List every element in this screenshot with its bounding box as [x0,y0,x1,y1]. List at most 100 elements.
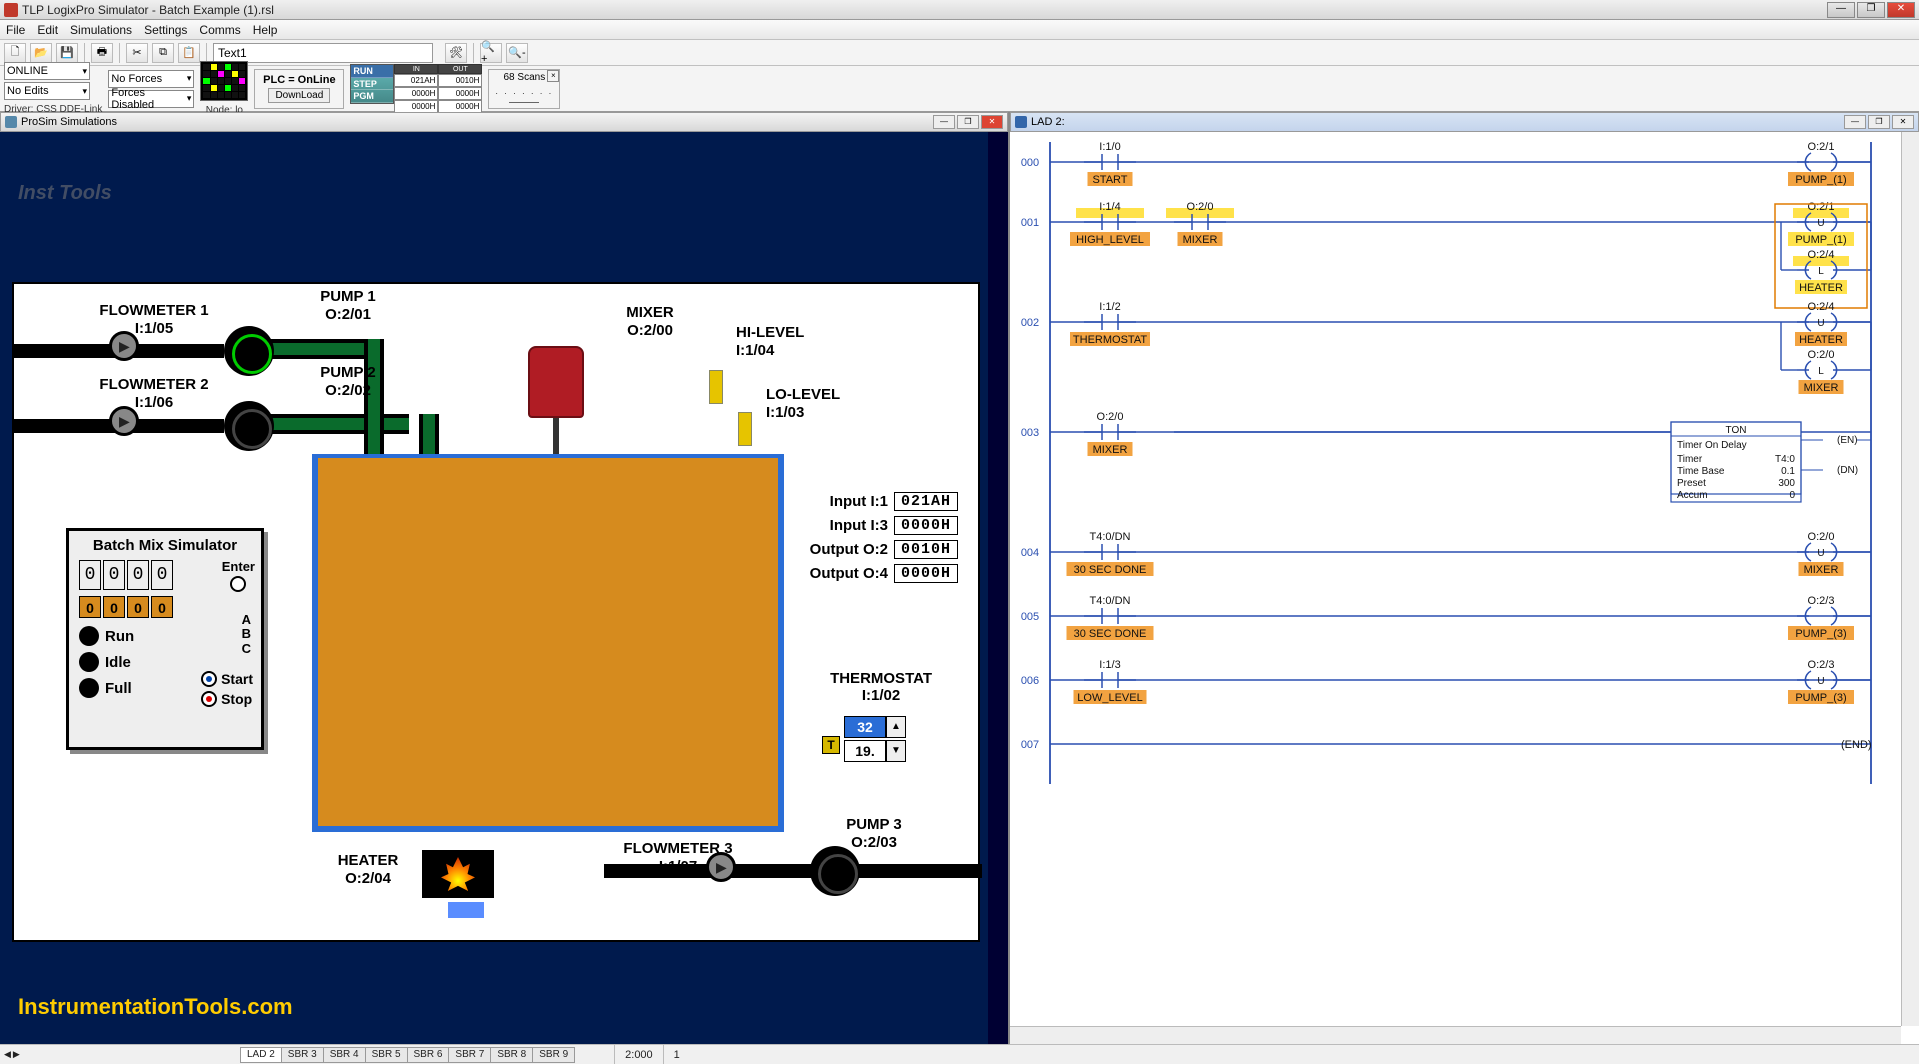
svg-text:HEATER: HEATER [1799,334,1843,346]
plc-status: PLC = OnLine [263,74,335,86]
status-tab[interactable]: SBR 8 [490,1047,533,1063]
svg-text:I:1/0: I:1/0 [1099,141,1120,153]
ladder-vscroll[interactable] [1901,132,1919,1026]
run-led [79,626,99,646]
menu-help[interactable]: Help [253,23,278,37]
heater-base [448,902,484,918]
svg-text:O:2/0: O:2/0 [1808,531,1835,543]
status-tab[interactable]: SBR 3 [281,1047,324,1063]
watermark: Inst Tools [18,182,112,205]
tools-icon[interactable]: 🛠 [445,43,467,63]
new-icon[interactable]: 🗋 [4,43,26,63]
print-icon[interactable]: 🖶 [91,43,113,63]
status-tab[interactable]: SBR 4 [323,1047,366,1063]
status-tab[interactable]: SBR 5 [365,1047,408,1063]
svg-text:O:2/0: O:2/0 [1097,411,1124,423]
thermostat-control[interactable]: 32▲ 19.▼ [844,716,906,762]
download-button[interactable]: DownLoad [268,88,330,103]
svg-text:U: U [1817,548,1824,559]
ladder-diagram[interactable]: 000I:1/0STARTO:2/1PUMP_(1)001I:1/4HIGH_L… [1010,132,1901,982]
svg-text:O:2/3: O:2/3 [1808,595,1835,607]
svg-text:T4:0/DN: T4:0/DN [1090,531,1131,543]
svg-text:O:2/4: O:2/4 [1808,301,1835,313]
copy-icon[interactable]: ⧉ [152,43,174,63]
ladder-hscroll[interactable] [1010,1026,1901,1044]
ladder-minimize[interactable]: — [1844,115,1866,129]
svg-text:MIXER: MIXER [1183,234,1218,246]
svg-text:O:2/1: O:2/1 [1808,201,1835,213]
svg-text:Timer: Timer [1677,454,1703,465]
toolbar-2: ONLINE No Edits Driver: CSS DDE-Link No … [0,66,1919,112]
start-button[interactable] [201,671,217,687]
svg-text:L: L [1818,266,1824,277]
ladder-close[interactable]: ✕ [1892,115,1914,129]
mode-combo[interactable]: ONLINE [4,62,90,80]
svg-text:HIGH_LEVEL: HIGH_LEVEL [1076,234,1144,246]
menu-comms[interactable]: Comms [199,23,240,37]
pump-2-icon[interactable] [224,401,274,451]
svg-text:(END): (END) [1841,739,1872,751]
prosim-close[interactable]: ✕ [981,115,1003,129]
run-mode-selector[interactable]: RUN STEP PGM [350,64,394,104]
svg-text:O:2/4: O:2/4 [1808,249,1835,261]
svg-text:THERMOSTAT: THERMOSTAT [1073,334,1147,346]
svg-text:O:2/3: O:2/3 [1808,659,1835,671]
svg-text:PUMP_(1): PUMP_(1) [1795,174,1846,186]
cut-icon[interactable]: ✂ [126,43,148,63]
svg-text:U: U [1817,218,1824,229]
menu-file[interactable]: File [6,23,25,37]
mixer-drum-icon [528,346,584,418]
pump-1-icon[interactable] [224,326,274,376]
scan-close-icon[interactable]: × [547,70,559,82]
led-panel-icon [200,61,248,101]
menu-edit[interactable]: Edit [37,23,58,37]
thermostat-indicator: T [822,736,840,754]
svg-text:MIXER: MIXER [1093,444,1128,456]
svg-text:MIXER: MIXER [1804,382,1839,394]
hi-level-sensor-icon [709,370,723,404]
ladder-maximize[interactable]: ❐ [1868,115,1890,129]
svg-text:HEATER: HEATER [1799,282,1843,294]
svg-text:LOW_LEVEL: LOW_LEVEL [1077,692,1142,704]
status-tab[interactable]: SBR 9 [532,1047,575,1063]
forces-combo[interactable]: No Forces [108,70,194,88]
enter-button[interactable] [230,576,246,592]
svg-text:TON: TON [1726,425,1747,436]
prosim-maximize[interactable]: ❐ [957,115,979,129]
window-title: TLP LogixPro Simulator - Batch Example (… [22,3,1827,17]
svg-text:003: 003 [1021,427,1039,439]
close-button[interactable]: ✕ [1887,2,1915,18]
svg-text:(EN): (EN) [1837,435,1858,446]
zoom-in-icon[interactable]: 🔍+ [480,43,502,63]
abc-switch[interactable]: ABC [242,613,251,656]
save-icon[interactable]: 💾 [56,43,78,63]
svg-text:000: 000 [1021,157,1039,169]
menu-settings[interactable]: Settings [144,23,187,37]
menu-simulations[interactable]: Simulations [70,23,132,37]
svg-text:001: 001 [1021,217,1039,229]
idle-led [79,652,99,672]
search-input[interactable] [213,43,433,63]
open-icon[interactable]: 📂 [30,43,52,63]
prosim-minimize[interactable]: — [933,115,955,129]
pump-3-icon[interactable] [810,846,860,896]
forces-enabled-combo[interactable]: Forces Disabled [108,90,194,108]
svg-text:0: 0 [1789,490,1795,501]
zoom-out-icon[interactable]: 🔍- [506,43,528,63]
tank [312,454,784,832]
minimize-button[interactable]: — [1827,2,1855,18]
svg-text:I:1/3: I:1/3 [1099,659,1120,671]
status-tab[interactable]: SBR 7 [448,1047,491,1063]
status-tab[interactable]: SBR 6 [407,1047,450,1063]
maximize-button[interactable]: ❐ [1857,2,1885,18]
edits-combo[interactable]: No Edits [4,82,90,100]
stop-button[interactable] [201,691,217,707]
simulation-panel: FLOWMETER 1I:1/05 FLOWMETER 2I:1/06 PUMP… [12,282,980,942]
full-led [79,678,99,698]
status-tab[interactable]: LAD 2 [240,1047,282,1063]
prosim-icon [5,116,17,128]
svg-text:I:1/4: I:1/4 [1099,201,1120,213]
svg-text:Timer On Delay: Timer On Delay [1677,440,1747,451]
svg-text:(DN): (DN) [1837,465,1858,476]
paste-icon[interactable]: 📋 [178,43,200,63]
